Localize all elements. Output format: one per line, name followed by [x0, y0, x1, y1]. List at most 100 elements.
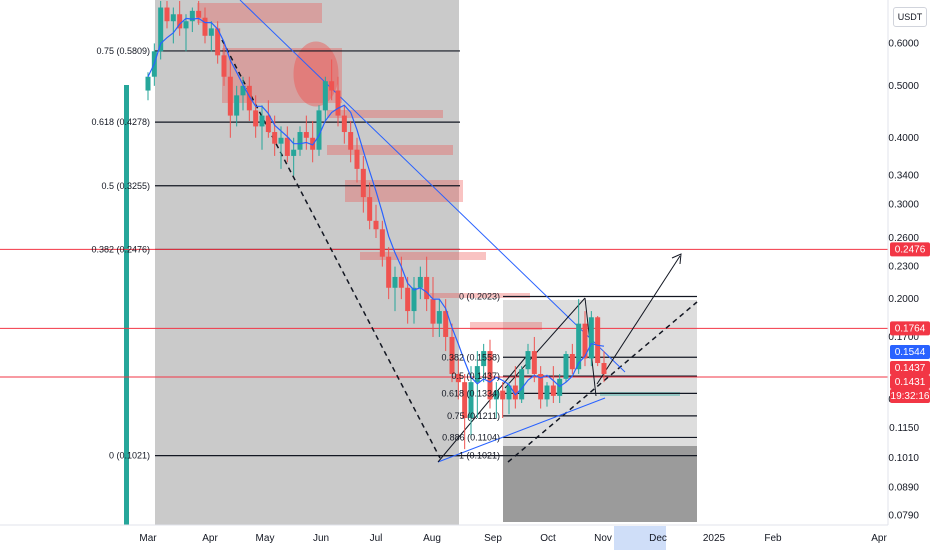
shaded-zone-left	[155, 0, 459, 525]
fib-main-label-0: 0.75 (0.5809)	[96, 46, 150, 56]
candle-body-62	[538, 373, 544, 400]
price-tag-2: 0.1544	[895, 347, 926, 358]
candle-body-72	[601, 363, 607, 374]
y-tick-11: 0.1010	[888, 453, 919, 464]
fib-small-label-4: 0.75 (0.1211)	[447, 411, 500, 421]
x-tick-4: Jul	[370, 533, 383, 544]
candle-body-48	[449, 336, 455, 374]
candle-body-55	[493, 390, 499, 400]
wedge-upper	[504, 297, 586, 389]
y-tick-7: 0.2000	[888, 294, 919, 305]
candle-body-3	[164, 7, 170, 22]
price-tag-4: 0.1431	[895, 377, 926, 388]
x-tick-5: Aug	[423, 533, 441, 544]
left-volume-bar	[124, 85, 129, 525]
y-tick-6: 0.2300	[888, 262, 919, 273]
x-tick-12: Apr	[871, 533, 887, 544]
price-tag-bg-2	[890, 345, 930, 359]
candle-body-30	[335, 90, 341, 116]
candle-body-39	[392, 276, 398, 288]
candle-body-9	[202, 17, 208, 36]
candle-body-23	[291, 149, 297, 156]
candle-body-2	[158, 7, 164, 52]
y-tick-1: 0.5000	[888, 81, 919, 92]
candle-body-32	[348, 132, 354, 150]
candle-body-6	[183, 21, 189, 29]
candle-body-15	[240, 85, 246, 96]
demand-box	[600, 392, 680, 396]
blue-trendline	[239, 0, 626, 373]
fib-small-label-1: 0.382 (0.1558)	[441, 352, 500, 362]
candle-body-34	[360, 168, 366, 198]
candle-body-44	[424, 276, 430, 300]
candle-body-66	[563, 353, 569, 379]
projection-arrow-head	[671, 253, 682, 265]
time-range-highlight	[614, 526, 666, 550]
candle-body-65	[557, 378, 563, 396]
fib-main-label-1: 0.618 (0.4278)	[91, 117, 150, 127]
candle-body-26	[310, 137, 316, 150]
supply-box-3	[327, 145, 453, 155]
candle-body-68	[576, 323, 582, 370]
y-tick-2: 0.4000	[888, 133, 919, 144]
candle-body-46	[436, 311, 442, 324]
candle-body-45	[430, 299, 436, 324]
currency-button[interactable]: USDT	[893, 7, 927, 27]
candle-body-47	[443, 311, 449, 337]
y-tick-3: 0.3400	[888, 171, 919, 182]
candle-body-14	[234, 95, 240, 116]
price-tag-0: 0.2476	[895, 244, 926, 255]
candle-body-60	[525, 351, 531, 370]
candle-body-43	[417, 276, 423, 288]
candle-body-28	[322, 81, 328, 111]
fib-main-label-4: 0 (0.1021)	[109, 451, 150, 461]
x-tick-1: Apr	[202, 533, 218, 544]
x-tick-6: Sep	[484, 533, 502, 544]
y-tick-0: 0.6000	[888, 38, 919, 49]
x-tick-10: 2025	[703, 533, 726, 544]
candle-body-51	[468, 382, 474, 419]
fib-small-label-3: 0.618 (0.1334)	[441, 388, 500, 398]
shaded-zone-right-lower	[503, 446, 697, 522]
candle-body-52	[474, 366, 480, 383]
candle-body-38	[386, 256, 392, 288]
candle-body-67	[569, 353, 575, 370]
price-tag-5: 19:32:16	[891, 391, 930, 402]
candle-body-5	[177, 14, 183, 29]
dashed-downtrend	[221, 39, 441, 459]
candle-body-31	[341, 115, 347, 133]
candle-body-29	[329, 81, 335, 91]
x-tick-0: Mar	[139, 533, 157, 544]
blue-support-line	[437, 397, 606, 463]
y-tick-4: 0.3000	[888, 200, 919, 211]
x-tick-2: May	[256, 533, 275, 544]
candle-body-4	[170, 14, 176, 22]
fib-small-label-5: 0.886 (0.1104)	[442, 432, 500, 442]
candle-body-10	[208, 28, 214, 36]
candle-body-36	[373, 220, 379, 230]
price-tag-bg-3	[890, 361, 930, 375]
candle-body-13	[227, 76, 233, 116]
candle-body-53	[481, 351, 487, 367]
candle-body-21	[278, 137, 284, 144]
candle-body-12	[221, 55, 227, 77]
candle-body-27	[316, 110, 322, 150]
fib-small-label-0: 0 (0.2023)	[459, 291, 500, 301]
candle-body-41	[405, 287, 411, 312]
candle-body-16	[246, 85, 252, 111]
candle-body-64	[550, 385, 556, 396]
projection-arrow	[596, 255, 681, 385]
candle-body-19	[265, 115, 271, 133]
candle-body-24	[297, 132, 303, 150]
y-tick-5: 0.2600	[888, 233, 919, 244]
fib-main-label-2: 0.5 (0.3255)	[101, 181, 150, 191]
candle-body-56	[500, 390, 506, 400]
candle-body-54	[487, 351, 493, 400]
supply-box-7	[470, 322, 542, 330]
candle-body-11	[215, 28, 221, 56]
candle-body-69	[582, 323, 588, 359]
price-tag-3: 0.1437	[895, 363, 926, 374]
y-tick-12: 0.0890	[888, 483, 919, 494]
